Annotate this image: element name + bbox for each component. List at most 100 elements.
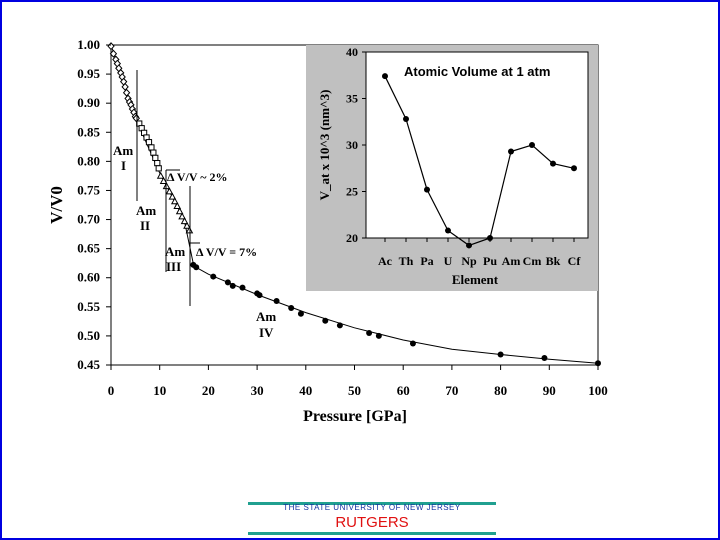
data-point-circle — [297, 310, 304, 317]
data-point-triangle — [175, 207, 184, 215]
inset-data-point — [529, 142, 535, 148]
y-tick-label: 0.85 — [77, 124, 100, 139]
data-point-triangle — [159, 176, 168, 184]
phase-label-am-iv: Am — [256, 309, 276, 324]
inset-x-tick-label: U — [444, 254, 453, 268]
university-logo: THE STATE UNIVERSITY OF NEW JERSEY RUTGE… — [248, 500, 496, 536]
inset-y-tick-label: 25 — [346, 185, 358, 199]
logo-tagline: THE STATE UNIVERSITY OF NEW JERSEY — [283, 503, 461, 512]
y-tick-label: 0.95 — [77, 66, 100, 81]
y-tick-label: 0.90 — [77, 95, 100, 110]
phase-label-am-ii: Am — [136, 203, 156, 218]
y-tick-label: 0.75 — [77, 182, 100, 197]
phase-markers: Am I Am II Am III Am IV Δ V/V ~ 2% Δ V/V… — [113, 70, 276, 340]
inset-xlabel: Element — [452, 272, 499, 287]
data-point-circle — [322, 317, 329, 324]
inset-x-tick-label: Am — [502, 254, 521, 268]
data-point-circle — [497, 351, 504, 358]
x-tick-label: 40 — [299, 383, 312, 398]
x-tick-label: 60 — [397, 383, 410, 398]
data-point-circle — [595, 360, 601, 367]
phase-label-am-ii-sub: II — [140, 218, 150, 233]
data-point-circle — [375, 332, 382, 339]
data-point-circle — [193, 264, 200, 271]
volume-change-annotation-2: Δ V/V = 7% — [196, 245, 257, 259]
inset-y-tick-label: 40 — [346, 45, 358, 59]
data-point-circle — [224, 279, 231, 286]
phase-label-am-iii: Am — [165, 244, 185, 259]
data-point-circle — [366, 330, 373, 336]
data-point-triangle — [173, 201, 182, 209]
data-point-circle — [229, 282, 236, 289]
phase-label-am-i-sub: I — [121, 158, 126, 173]
data-point-square — [148, 144, 155, 151]
inset-data-point — [571, 165, 577, 172]
x-tick-label: 10 — [153, 383, 166, 398]
inset-data-point — [403, 115, 409, 122]
data-point-triangle — [178, 212, 186, 220]
x-tick-label: 100 — [588, 383, 608, 398]
x-tick-label: 30 — [251, 383, 264, 398]
data-point-diamond — [121, 82, 129, 91]
data-point-circle — [288, 304, 295, 311]
inset-data-point — [445, 227, 451, 234]
phase-label-am-iv-sub: IV — [259, 325, 274, 340]
phase-label-am-iii-sub: III — [166, 259, 181, 274]
data-point-circle — [256, 292, 263, 299]
logo-rule-bottom — [248, 532, 496, 535]
phase-label-am-i: Am — [113, 143, 133, 158]
inset-title: Atomic Volume at 1 atm — [404, 64, 550, 79]
data-point-triangle — [185, 226, 194, 234]
data-point-circle — [273, 298, 280, 304]
inset-y-tick-label: 20 — [346, 231, 358, 245]
volume-change-annotation-1: Δ V/V ~ 2% — [167, 170, 228, 184]
x-tick-label: 70 — [445, 383, 458, 398]
y-tick-label: 0.80 — [77, 153, 100, 168]
data-point-triangle — [168, 192, 177, 200]
main-axes: Pressure [GPa] V/V0 0 10 20 30 40 50 60 70 80 90 1… — [47, 37, 608, 425]
data-point-triangle — [170, 197, 179, 205]
data-point-square — [155, 165, 162, 172]
data-point-circle — [239, 284, 246, 291]
data-point-triangle — [180, 217, 189, 225]
logo-name: RUTGERS — [335, 514, 409, 531]
inset-x-tick-label: Th — [399, 254, 414, 268]
logo-rule-top — [248, 502, 496, 505]
inset-x-tick-label: Cm — [523, 254, 542, 268]
x-tick-label: 20 — [202, 383, 215, 398]
inset-data-point — [424, 186, 430, 193]
inset-ylabel: V_at x 10^3 (nm^3) — [317, 90, 332, 201]
data-point-triangle — [183, 221, 191, 229]
inset-x-tick-label: Bk — [546, 254, 561, 268]
inset-x-tick-label: Cf — [568, 254, 582, 268]
inset-y-tick-label: 35 — [346, 92, 358, 106]
data-point-circle — [541, 355, 548, 362]
data-point-triangle — [156, 171, 165, 179]
inset-x-tick-label: Pu — [483, 254, 497, 268]
y-tick-label: 0.50 — [77, 328, 100, 343]
data-point-circle — [409, 340, 416, 347]
x-tick-label: 80 — [494, 383, 507, 398]
inset-chart: Atomic Volume at 1 atm Element V_at x 10… — [306, 45, 598, 291]
y-tick-label: 0.45 — [77, 357, 100, 372]
x-tick-label: 50 — [348, 383, 361, 398]
y-axis-label: V/V0 — [47, 186, 66, 224]
y-tick-label: 0.55 — [77, 299, 100, 314]
data-point-triangle — [165, 187, 174, 195]
inset-y-tick-label: 30 — [346, 138, 358, 152]
data-point-circle — [336, 322, 343, 329]
data-point-diamond — [122, 88, 131, 97]
x-axis-label: Pressure [GPa] — [303, 408, 407, 425]
data-point-square — [152, 154, 159, 161]
data-point-circle — [210, 273, 217, 280]
inset-x-tick-label: Ac — [378, 254, 393, 268]
inset-series-line — [384, 75, 575, 247]
data-point-square — [150, 149, 157, 156]
inset-data-point — [550, 160, 556, 167]
x-tick-label: 0 — [108, 383, 115, 398]
inset-x-tick-label: Pa — [420, 254, 433, 268]
inset-data-point — [508, 148, 514, 155]
x-tick-label: 90 — [543, 383, 556, 398]
y-tick-label: 1.00 — [77, 37, 100, 52]
